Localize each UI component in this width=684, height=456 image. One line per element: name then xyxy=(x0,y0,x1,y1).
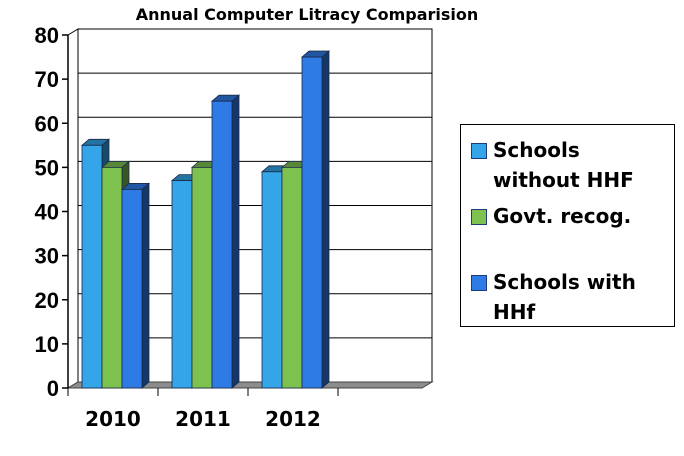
legend-label: Schools with HHf xyxy=(493,270,636,324)
bar-2011-series-2 xyxy=(210,94,241,389)
legend-label: Schools without HHF xyxy=(493,138,634,192)
chart-title: Annual Computer Litracy Comparision xyxy=(136,5,479,24)
x-category-label: 2011 xyxy=(175,407,231,431)
y-tick-label: 20 xyxy=(35,288,59,313)
chart-side-wall xyxy=(67,28,79,389)
legend-item-schools-with-hhf: Schools with HHf xyxy=(471,267,671,327)
chart-legend: Schools without HHF Govt. recog. Schools… xyxy=(460,124,675,327)
y-tick-label: 70 xyxy=(35,67,59,92)
y-tick-label: 30 xyxy=(35,244,59,269)
x-category-label: 2010 xyxy=(85,407,141,431)
y-tick-label: 60 xyxy=(35,111,59,136)
y-axis-ticks: 0 10 20 30 40 50 60 70 80 xyxy=(35,23,68,401)
legend-swatch xyxy=(471,143,487,159)
y-tick-label: 80 xyxy=(35,23,59,48)
legend-item-schools-without-hhf: Schools without HHF xyxy=(471,135,671,195)
y-tick-label: 50 xyxy=(35,155,59,180)
legend-swatch xyxy=(471,209,487,225)
bar-2012-series-2 xyxy=(300,50,331,389)
y-tick-label: 0 xyxy=(47,376,59,401)
bar-2010-series-2 xyxy=(120,182,151,389)
x-axis-labels: 2010 2011 2012 xyxy=(67,388,339,431)
x-category-label: 2012 xyxy=(265,407,321,431)
y-tick-label: 40 xyxy=(35,200,59,225)
y-tick-label: 10 xyxy=(35,332,59,357)
legend-item-govt-recog: Govt. recog. xyxy=(471,201,671,231)
legend-label: Govt. recog. xyxy=(493,204,632,228)
chart-bars xyxy=(80,50,331,389)
legend-swatch xyxy=(471,275,487,291)
